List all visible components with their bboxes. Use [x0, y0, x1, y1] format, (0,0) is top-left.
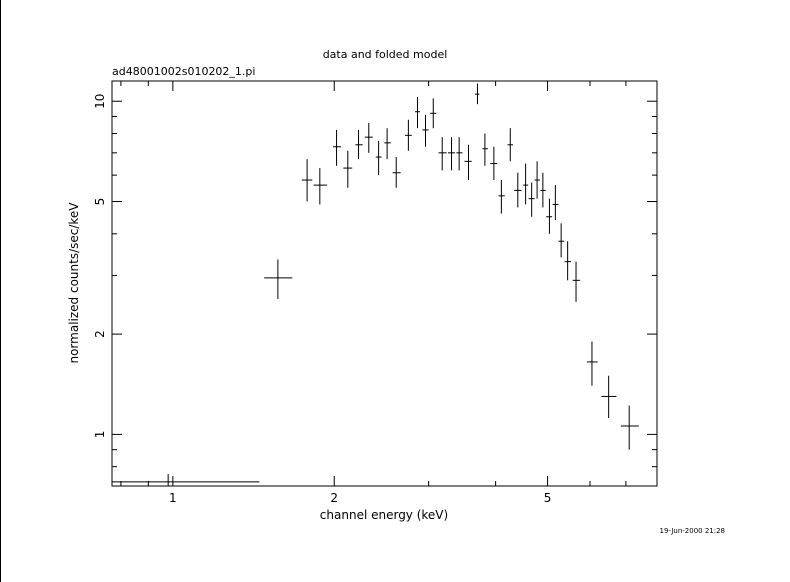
data-point — [534, 161, 540, 199]
x-tick-label: 5 — [544, 491, 552, 505]
chart-subtitle: ad48001002s010202_1.pi — [112, 65, 255, 78]
axis-ticks — [112, 81, 658, 487]
data-point — [301, 159, 313, 202]
data-point — [430, 98, 437, 129]
data-point — [313, 168, 328, 205]
data-point — [498, 180, 505, 214]
data-point — [564, 241, 572, 281]
data-point — [474, 83, 480, 105]
data-point — [601, 375, 617, 418]
data-point — [392, 157, 401, 188]
data-point — [528, 182, 535, 217]
data-point — [112, 474, 260, 486]
data-point — [572, 261, 581, 302]
data-point — [586, 341, 598, 386]
x-axis-label: channel energy (keV) — [320, 508, 448, 522]
data-point — [264, 259, 293, 299]
data-point — [438, 137, 447, 171]
data-point — [507, 128, 513, 162]
timestamp: 19-Jun-2000 21:28 — [660, 527, 726, 535]
data-point — [540, 172, 546, 208]
data-point — [482, 133, 488, 166]
data-point — [558, 223, 565, 258]
data-point — [343, 150, 353, 188]
data-point — [333, 129, 342, 166]
axis-tick-labels: 1 2 5 1 2 5 10 — [93, 94, 551, 505]
data-point — [456, 137, 463, 171]
data-points — [112, 83, 639, 486]
data-point — [364, 123, 373, 153]
y-tick-label: 1 — [93, 431, 107, 439]
x-tick-label: 1 — [169, 491, 177, 505]
data-point — [355, 129, 363, 160]
data-point — [384, 128, 391, 160]
plot-frame — [111, 80, 658, 487]
data-point — [514, 172, 522, 208]
y-axis-label: normalized counts/sec/keV — [67, 202, 81, 364]
x-tick-label: 2 — [330, 491, 338, 505]
data-point — [490, 146, 498, 181]
data-point — [552, 185, 559, 221]
y-tick-label: 5 — [93, 198, 107, 206]
data-point — [375, 140, 382, 176]
data-point — [523, 163, 529, 205]
data-point — [546, 198, 553, 234]
y-tick-label: 10 — [93, 94, 107, 109]
y-tick-label: 2 — [93, 330, 107, 338]
window-left-border — [0, 0, 1, 582]
data-point — [404, 119, 412, 151]
data-point — [464, 144, 472, 181]
data-point — [415, 96, 420, 129]
data-point — [447, 137, 456, 171]
chart-title: data and folded model — [323, 48, 448, 61]
data-point — [620, 405, 639, 450]
data-point — [422, 114, 429, 147]
